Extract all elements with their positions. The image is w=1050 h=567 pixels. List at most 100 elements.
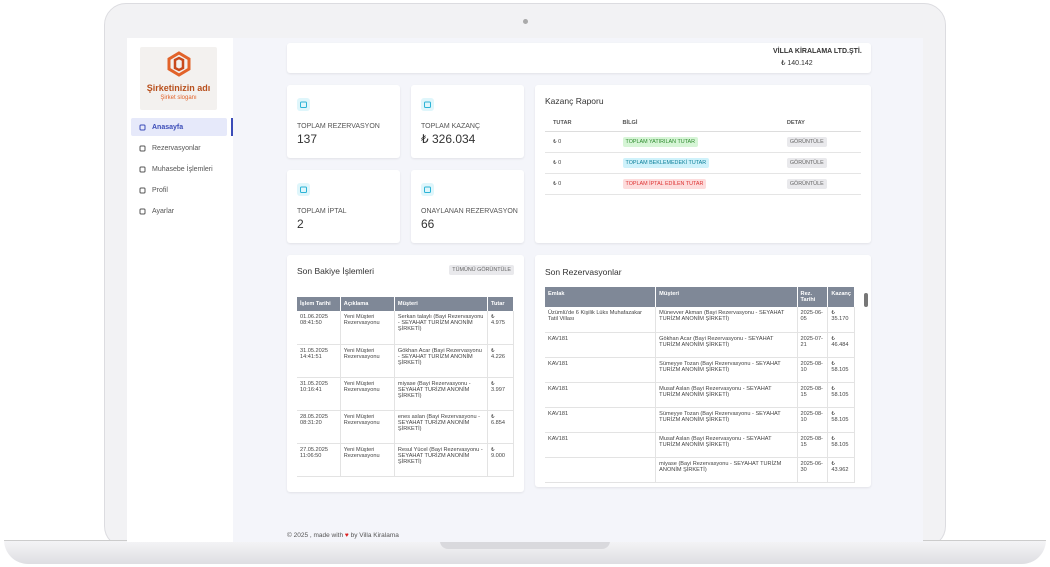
reservations-cell: ₺ 46.484 [827,332,855,358]
balance-title: Son Bakiye İşlemleri [297,266,375,276]
balance-cell: ₺ 6.854 [487,410,514,444]
report-header-cell: DETAY [786,120,805,126]
reservations-cell: KAV181 [545,382,657,408]
sidebar: Şirketinizin adı Şirket sloganı Anasayfa… [127,38,233,542]
view-all-button[interactable]: TÜMÜNÜ GÖRÜNTÜLE [449,265,514,275]
balance-table: İşlem Tarihi Açıklama Müşteri Tutar 01.06.20… [297,297,514,477]
balance-cell: Yeni Müşteri Rezervasyonu [340,410,395,444]
report-grid: TUTAR BİLGİ DETAY ₺ 0 TOPLAM YATIRILAN TUTAR… [545,120,861,195]
reservations-row: KAV181 Sümeyye Tozan (Bayi Rezervasyonu -… [545,357,855,383]
balance-row: 28.05.2025 08:31:20 Yeni Müşteri Rezervas… [297,410,514,444]
stat-icon [421,98,434,111]
calendar-icon [300,101,307,108]
stat-value: 2 [297,217,304,231]
company-balance: ₺ 140.142 [781,60,813,67]
reservations-cell: 2025-06-30 [797,457,829,483]
screen: Şirketinizin adı Şirket sloganı Anasayfa… [127,38,923,542]
report-cell: TOPLAM İPTAL EDİLEN TUTAR [615,174,779,195]
reservations-cell: 2025-07-21 [797,332,829,358]
nav-label: Rezervasyonlar [152,144,201,152]
reservations-row: KAV181 Musaf Aslan (Bayi Rezervasyonu - S… [545,382,855,408]
nav-item[interactable]: Profil [131,181,227,199]
balance-cell: enes aslan (Bayi Rezervasyonu - SEYAHAT … [394,410,489,444]
balance-cell: ₺ 4.226 [487,344,514,378]
report-cell: ₺ 0 [545,132,615,153]
stat-card: ONAYLANAN REZERVASYON 66 [411,170,524,243]
company-name: VİLLA KİRALAMA LTD.ŞTİ. [773,48,862,55]
reservations-cell: Gökhan Acar (Bayi Rezervasyonu - SEYAHAT… [655,332,798,358]
report-table: TUTAR BİLGİ DETAY ₺ 0 TOPLAM YATIRILAN TUTAR… [545,120,861,195]
reservations-header-cell: Kazanç [827,287,855,307]
reservations-cell: KAV181 [545,357,657,383]
reservations-cell: 2025-08-15 [797,382,829,408]
nav-item[interactable]: Muhasebe İşlemleri [131,160,227,178]
stat-card: TOPLAM KAZANÇ ₺ 326.034 [411,85,524,158]
nav-icon [139,187,146,193]
report-amount: ₺ 0 [553,139,562,145]
report-button[interactable]: GÖRÜNTÜLE [786,137,827,147]
nav-item[interactable]: Ayarlar [131,202,227,220]
balance-cell: 01.06.2025 08:41:50 [297,311,341,345]
logo-box: Şirketinizin adı Şirket sloganı [140,47,217,110]
nav-icon [139,166,146,172]
report-header-cell: BİLGİ [622,120,638,126]
balance-row: 01.06.2025 08:41:50 Yeni Müşteri Rezervas… [297,311,514,345]
reservations-cell: Sümeyye Tozan (Bayi Rezervasyonu - SEYAH… [655,407,798,433]
stat-value: ₺ 326.034 [421,132,476,146]
report-badge: TOPLAM YATIRILAN TUTAR [622,137,699,147]
laptop-notch [440,540,610,549]
report-header: TUTAR BİLGİ DETAY [545,120,861,132]
nav-label: Ayarlar [152,207,175,215]
report-title: Kazanç Raporu [545,96,604,106]
balance-cell: Resul Yücel (Bayi Rezervasyonu - SEYAHAT… [394,443,489,477]
reservations-cell: KAV181 [545,407,657,433]
slogan: Şirket sloganı [160,95,197,101]
balance-row: 31.05.2025 10:16:41 Yeni Müşteri Rezervas… [297,377,514,411]
reservations-cell [545,457,657,483]
reservations-cell: ₺ 35.170 [827,307,855,333]
stat-label: TOPLAM İPTAL [297,208,347,215]
nav-item[interactable]: Rezervasyonlar [131,139,227,157]
reservations-grid: Emlak Müşteri Rez. Tarihi Kazanç Üzümlü'de 6… [545,287,855,483]
report-cell: ₺ 0 [545,153,615,174]
report-cell: TOPLAM BEKLEMEDEKİ TUTAR [615,153,779,174]
calendar-icon [424,186,431,193]
reservations-cell: 2025-06-05 [797,307,829,333]
reservations-cell: ₺ 58.105 [827,407,855,433]
report-row: ₺ 0 TOPLAM YATIRILAN TUTAR GÖRÜNTÜLE [545,132,861,153]
reservations-cell: ₺ 58.105 [827,382,855,408]
balance-card: Son Bakiye İşlemleri TÜMÜNÜ GÖRÜNTÜLE İş… [287,255,524,492]
balance-cell: Serkan talaylı (Bayi Rezervasyonu - SEYA… [394,311,489,345]
balance-cell: 27.05.2025 11:06:50 [297,443,341,477]
reservations-cell: Üzümlü'de 6 Kişilik Lüks Muhafazakar Tat… [545,307,657,333]
balance-cell: Yeni Müşteri Rezervasyonu [340,443,395,477]
report-card: Kazanç Raporu TUTAR BİLGİ DETAY ₺ 0 TOPLAM Y… [535,85,871,243]
reservations-cell: 2025-08-10 [797,407,829,433]
heart-icon: ♥ [344,532,349,539]
report-button[interactable]: GÖRÜNTÜLE [786,158,827,168]
reservations-cell: KAV181 [545,332,657,358]
report-button[interactable]: GÖRÜNTÜLE [786,179,827,189]
stat-icon [297,183,310,196]
scrollbar-thumb[interactable] [864,293,868,307]
reservations-cell: 2025-08-10 [797,357,829,383]
report-header-cell: TUTAR [553,120,572,126]
balance-cell: ₺ 4.975 [487,311,514,345]
nav-icon [139,124,146,130]
report-row: ₺ 0 TOPLAM İPTAL EDİLEN TUTAR GÖRÜNTÜLE [545,174,861,195]
report-cell: GÖRÜNTÜLE [779,132,861,153]
balance-cell: 28.05.2025 08:31:20 [297,410,341,444]
nav-item[interactable]: Anasayfa [131,118,227,136]
balance-cell: ₺ 9.000 [487,443,514,477]
reservations-cell: Münevver Akman (Bayi Rezervasyonu - SEYA… [655,307,798,333]
balance-cell: Yeni Müşteri Rezervasyonu [340,344,395,378]
nav-icon [139,145,146,151]
report-row: ₺ 0 TOPLAM BEKLEMEDEKİ TUTAR GÖRÜNTÜLE [545,153,861,174]
reservations-cell: ₺ 58.105 [827,432,855,458]
report-cell: GÖRÜNTÜLE [779,174,861,195]
balance-cell: ₺ 3.997 [487,377,514,411]
reservations-row: Üzümlü'de 6 Kişilik Lüks Muhafazakar Tat… [545,307,855,333]
balance-grid: İşlem Tarihi Açıklama Müşteri Tutar 01.06.20… [297,297,514,477]
reservations-cell: Sümeyye Tozan (Bayi Rezervasyonu - SEYAH… [655,357,798,383]
topbar: VİLLA KİRALAMA LTD.ŞTİ. ₺ 140.142 [287,43,871,73]
